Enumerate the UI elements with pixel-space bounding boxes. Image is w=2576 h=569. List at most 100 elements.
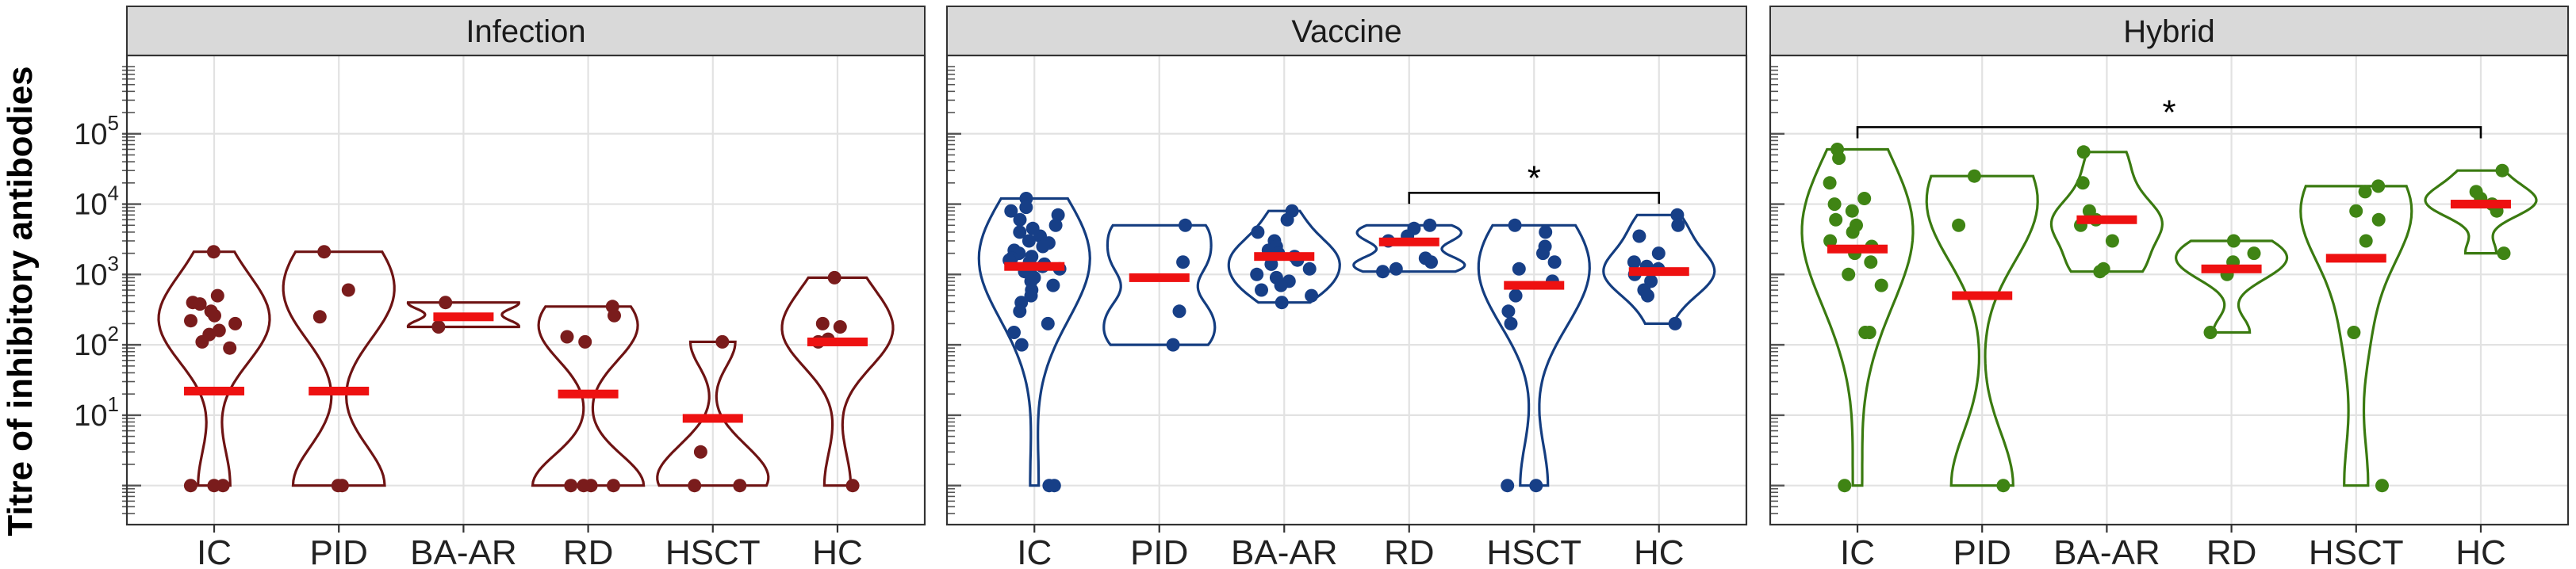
data-point [1632, 229, 1646, 243]
data-point [1512, 262, 1526, 276]
data-point [1539, 225, 1553, 239]
data-point [1280, 212, 1294, 227]
data-point [1004, 204, 1018, 218]
data-point [2495, 163, 2509, 178]
data-point [208, 308, 221, 323]
data-point [693, 445, 707, 459]
data-point [1508, 218, 1522, 232]
data-point [1952, 218, 1966, 232]
data-point [1305, 288, 1319, 303]
data-point [1529, 479, 1543, 493]
y-axis-label: Titre of inhibitory antibodies [1, 66, 40, 536]
data-point [1013, 212, 1027, 227]
facet-panel: Infection IC PID BA-AR RD HSCT HC [122, 6, 926, 569]
data-point [210, 288, 224, 303]
data-point [1671, 218, 1685, 232]
median-bar [2450, 200, 2511, 209]
data-point [2093, 265, 2107, 279]
data-point [1845, 204, 1859, 218]
data-point [1651, 246, 1666, 261]
data-point [206, 245, 220, 259]
y-tick-label: 102 [74, 322, 119, 362]
data-point [207, 479, 221, 493]
data-point [607, 479, 620, 493]
facet-title: Infection [466, 14, 585, 49]
data-point [1838, 479, 1852, 493]
data-point [733, 479, 747, 493]
data-point [2497, 246, 2511, 261]
median-bar [1827, 244, 1888, 254]
violin-pid [1925, 174, 2039, 487]
median-bar [433, 312, 494, 322]
data-point [1041, 316, 1055, 330]
data-point [1389, 262, 1403, 276]
x-tick-label: PID [1130, 533, 1188, 569]
violin-ba-ar [1227, 209, 1341, 304]
facet-panel: Hybrid * IC PID BA-AR RD HSCT HC [1769, 6, 2570, 569]
facet-strip [946, 6, 1747, 56]
significance-label: * [2162, 93, 2175, 132]
violin-rd [1352, 223, 1466, 273]
data-point [1047, 479, 1061, 493]
data-point [1007, 326, 1021, 339]
facet-panel: Vaccine * IC PID BA-AR RD HSCT HC [945, 6, 1748, 569]
data-point [2349, 204, 2363, 218]
data-point [193, 297, 207, 311]
data-point [2375, 479, 2389, 493]
violin-ic [977, 197, 1091, 487]
panel-border [945, 54, 1748, 526]
x-tick-label: BA-AR [410, 533, 516, 569]
data-point [1275, 296, 1289, 310]
data-point [1858, 326, 1873, 339]
data-point [584, 479, 598, 493]
data-point [223, 341, 237, 355]
data-point [1022, 234, 1036, 248]
violin-hc [2424, 169, 2538, 255]
x-tick-label: RD [2206, 533, 2257, 569]
data-point [815, 316, 830, 330]
data-point [431, 320, 446, 334]
x-tick-label: PID [310, 533, 368, 569]
panel-border [125, 54, 926, 526]
data-point [1829, 212, 1843, 227]
facet-strip [1769, 6, 2569, 56]
violin-pid [282, 250, 396, 487]
facet-strip [126, 6, 926, 56]
data-point [608, 308, 621, 323]
significance-bracket [1856, 126, 2482, 139]
y-tick-label: 101 [74, 392, 119, 433]
significance-bracket [1408, 192, 1661, 204]
data-point [1967, 169, 1981, 183]
violin-rd [531, 305, 646, 487]
data-point [183, 479, 197, 493]
median-bar [2325, 254, 2386, 263]
data-point [578, 334, 592, 349]
median-bar [2076, 215, 2137, 224]
data-point [1255, 283, 1268, 297]
violin-ic [1800, 147, 1915, 487]
data-point [228, 316, 243, 330]
median-bar [1628, 267, 1689, 277]
x-tick-label: HSCT [1486, 533, 1581, 569]
data-point [1036, 239, 1050, 254]
data-point [1014, 338, 1029, 352]
median-bar [1129, 273, 1190, 282]
data-point [1641, 288, 1654, 303]
data-point [833, 320, 847, 334]
data-point [1670, 208, 1685, 222]
data-point [1846, 225, 1860, 239]
data-point [827, 270, 841, 284]
data-point [845, 479, 860, 493]
data-point [1547, 255, 1562, 269]
data-point [2371, 212, 2386, 227]
data-point [1842, 267, 1856, 281]
x-tick-label: IC [197, 533, 232, 569]
data-point [688, 479, 702, 493]
data-point [1857, 192, 1872, 205]
data-point [2371, 179, 2386, 193]
x-tick-label: HC [1634, 533, 1685, 569]
data-point [564, 479, 578, 493]
violin-hsct [1477, 223, 1591, 487]
data-point [312, 310, 327, 324]
data-point [2226, 234, 2241, 248]
